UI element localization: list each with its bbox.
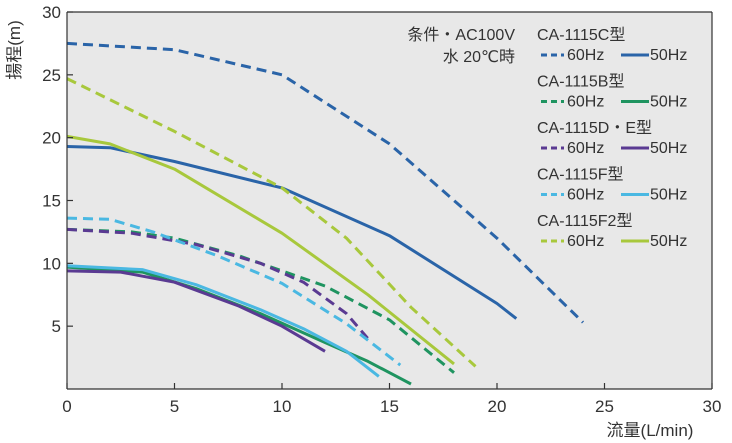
x-tick-label: 0 bbox=[62, 397, 71, 416]
legend-model-label: CA-1115C型 bbox=[537, 26, 625, 44]
condition-line-2: 水 20℃時 bbox=[443, 48, 515, 66]
legend-60hz-label: 60Hz bbox=[567, 233, 604, 250]
x-tick-label: 30 bbox=[703, 397, 722, 416]
curves-group bbox=[66, 41, 585, 386]
x-tick-label: 5 bbox=[170, 397, 179, 416]
x-axis-label: 流量(L/min) bbox=[607, 421, 694, 440]
curve-50hz-9 bbox=[66, 134, 455, 366]
tick-labels-group: 0 5 10 15 20 25 30 5 10 15 20 25 30 bbox=[42, 3, 721, 416]
legend-60hz-label: 60Hz bbox=[567, 140, 604, 157]
legend-model-label: CA-1115F型 bbox=[537, 166, 624, 184]
y-tick-label: 10 bbox=[42, 254, 61, 273]
x-tick-label: 20 bbox=[488, 397, 507, 416]
legend-50hz-label: 50Hz bbox=[650, 47, 687, 64]
legend-60hz-label: 60Hz bbox=[567, 47, 604, 64]
condition-line-1: 条件・AC100V bbox=[407, 26, 515, 44]
legend-model-label: CA-1115F2型 bbox=[537, 212, 632, 230]
legend: CA-1115C型 60Hz 50Hz CA-1115B型 60Hz 50Hz CA-111… bbox=[537, 26, 687, 250]
legend-60hz-label: 60Hz bbox=[567, 94, 604, 111]
legend-50hz-label: 50Hz bbox=[650, 94, 687, 111]
x-tick-label: 10 bbox=[273, 397, 292, 416]
legend-model-label: CA-1115B型 bbox=[537, 73, 624, 91]
y-tick-label: 25 bbox=[42, 66, 61, 85]
conditions-block: 条件・AC100V 水 20℃時 bbox=[407, 26, 515, 66]
plot-area bbox=[67, 12, 712, 389]
curve-60hz-8 bbox=[66, 77, 477, 368]
y-axis-label: 揚程(m) bbox=[5, 20, 24, 79]
legend-50hz-label: 50Hz bbox=[650, 233, 687, 250]
legend-50hz-label: 50Hz bbox=[650, 187, 687, 204]
x-tick-label: 25 bbox=[595, 397, 614, 416]
y-tick-label: 5 bbox=[52, 317, 61, 336]
curve-50hz-5 bbox=[66, 269, 326, 353]
y-tick-label: 20 bbox=[42, 129, 61, 148]
legend-model-label: CA-1115D・E型 bbox=[537, 119, 652, 137]
curve-60hz-0 bbox=[66, 41, 585, 324]
x-tick-label: 15 bbox=[380, 397, 399, 416]
legend-50hz-label: 50Hz bbox=[650, 140, 687, 157]
curve-50hz-7 bbox=[66, 264, 380, 378]
y-tick-label: 15 bbox=[42, 192, 61, 211]
y-tick-label: 30 bbox=[42, 3, 61, 22]
legend-60hz-label: 60Hz bbox=[567, 187, 604, 204]
curve-50hz-3 bbox=[66, 265, 412, 386]
curve-60hz-4 bbox=[66, 227, 370, 340]
axes-group bbox=[66, 11, 713, 390]
